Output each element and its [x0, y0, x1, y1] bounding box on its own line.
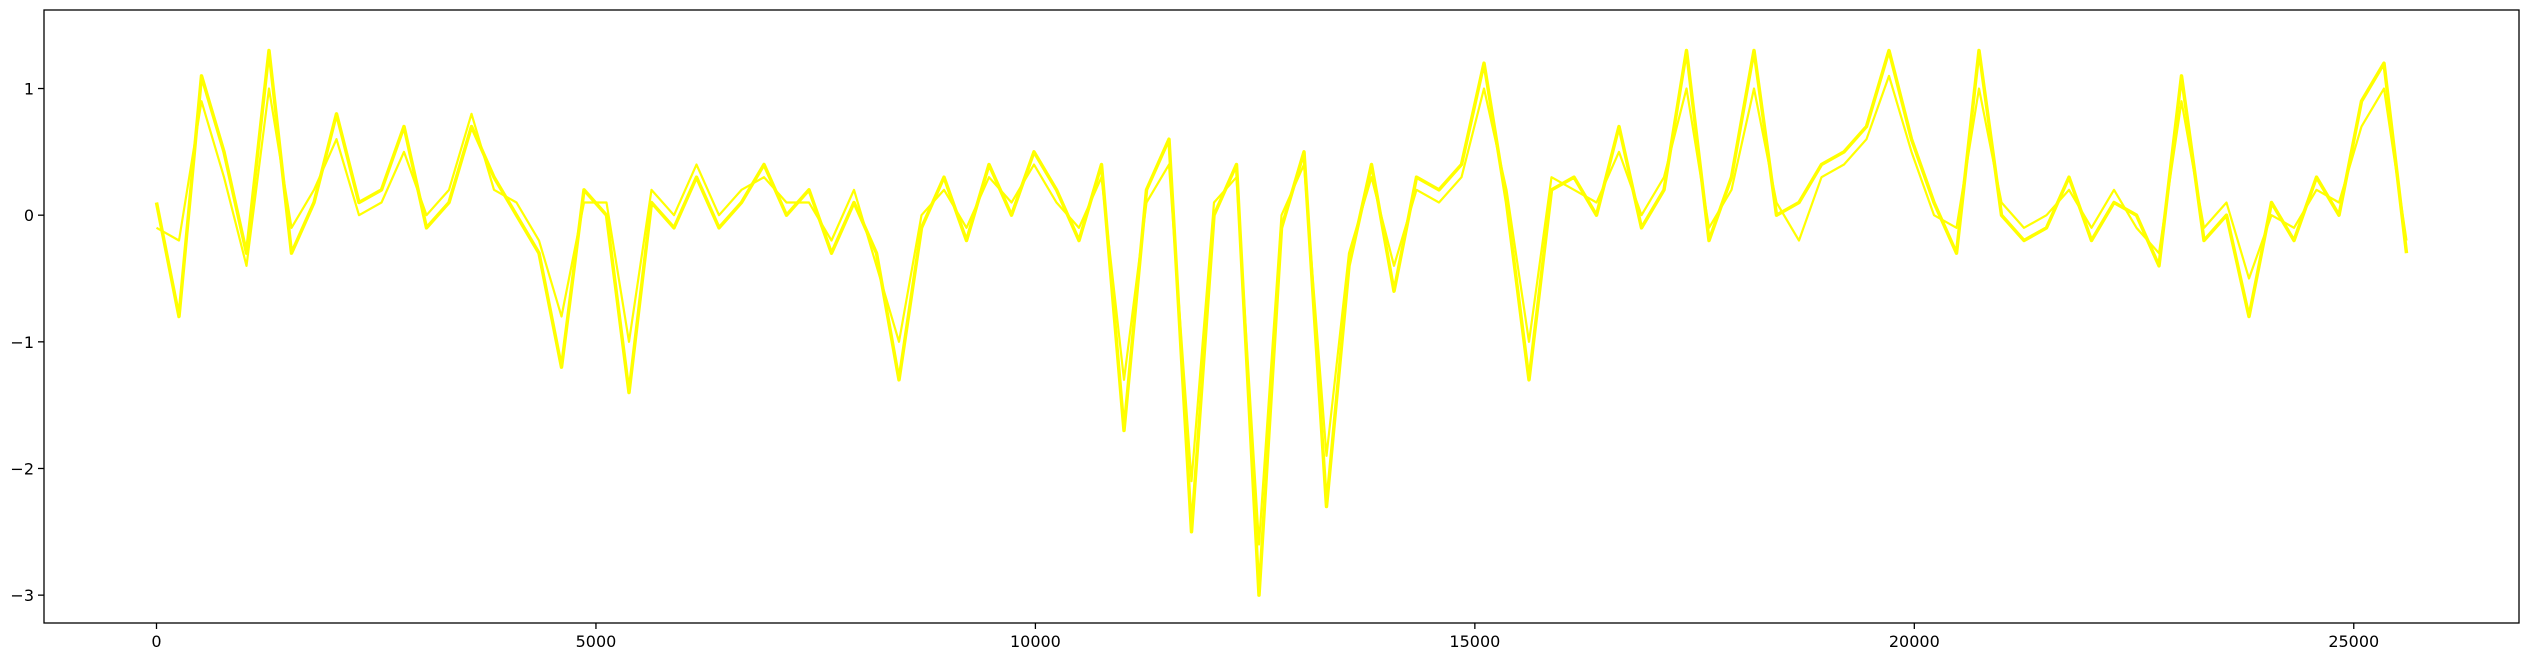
y-tick-label: −1 — [10, 333, 34, 352]
x-tick-label: 20000 — [1889, 632, 1940, 651]
plot-frame — [43, 9, 2520, 624]
x-tick-label: 5000 — [576, 632, 617, 651]
x-tick-label: 15000 — [1449, 632, 1500, 651]
line — [154, 48, 2409, 597]
y-tick-label: −3 — [10, 586, 34, 605]
line — [155, 74, 2408, 546]
x-tick-label: 25000 — [2328, 632, 2379, 651]
x-tick-label: 10000 — [1010, 632, 1061, 651]
y-tick-label: −2 — [10, 459, 34, 478]
x-tick-label: 0 — [151, 632, 161, 651]
y-tick-label: 0 — [24, 206, 34, 225]
y-tick-label: 1 — [24, 80, 34, 99]
